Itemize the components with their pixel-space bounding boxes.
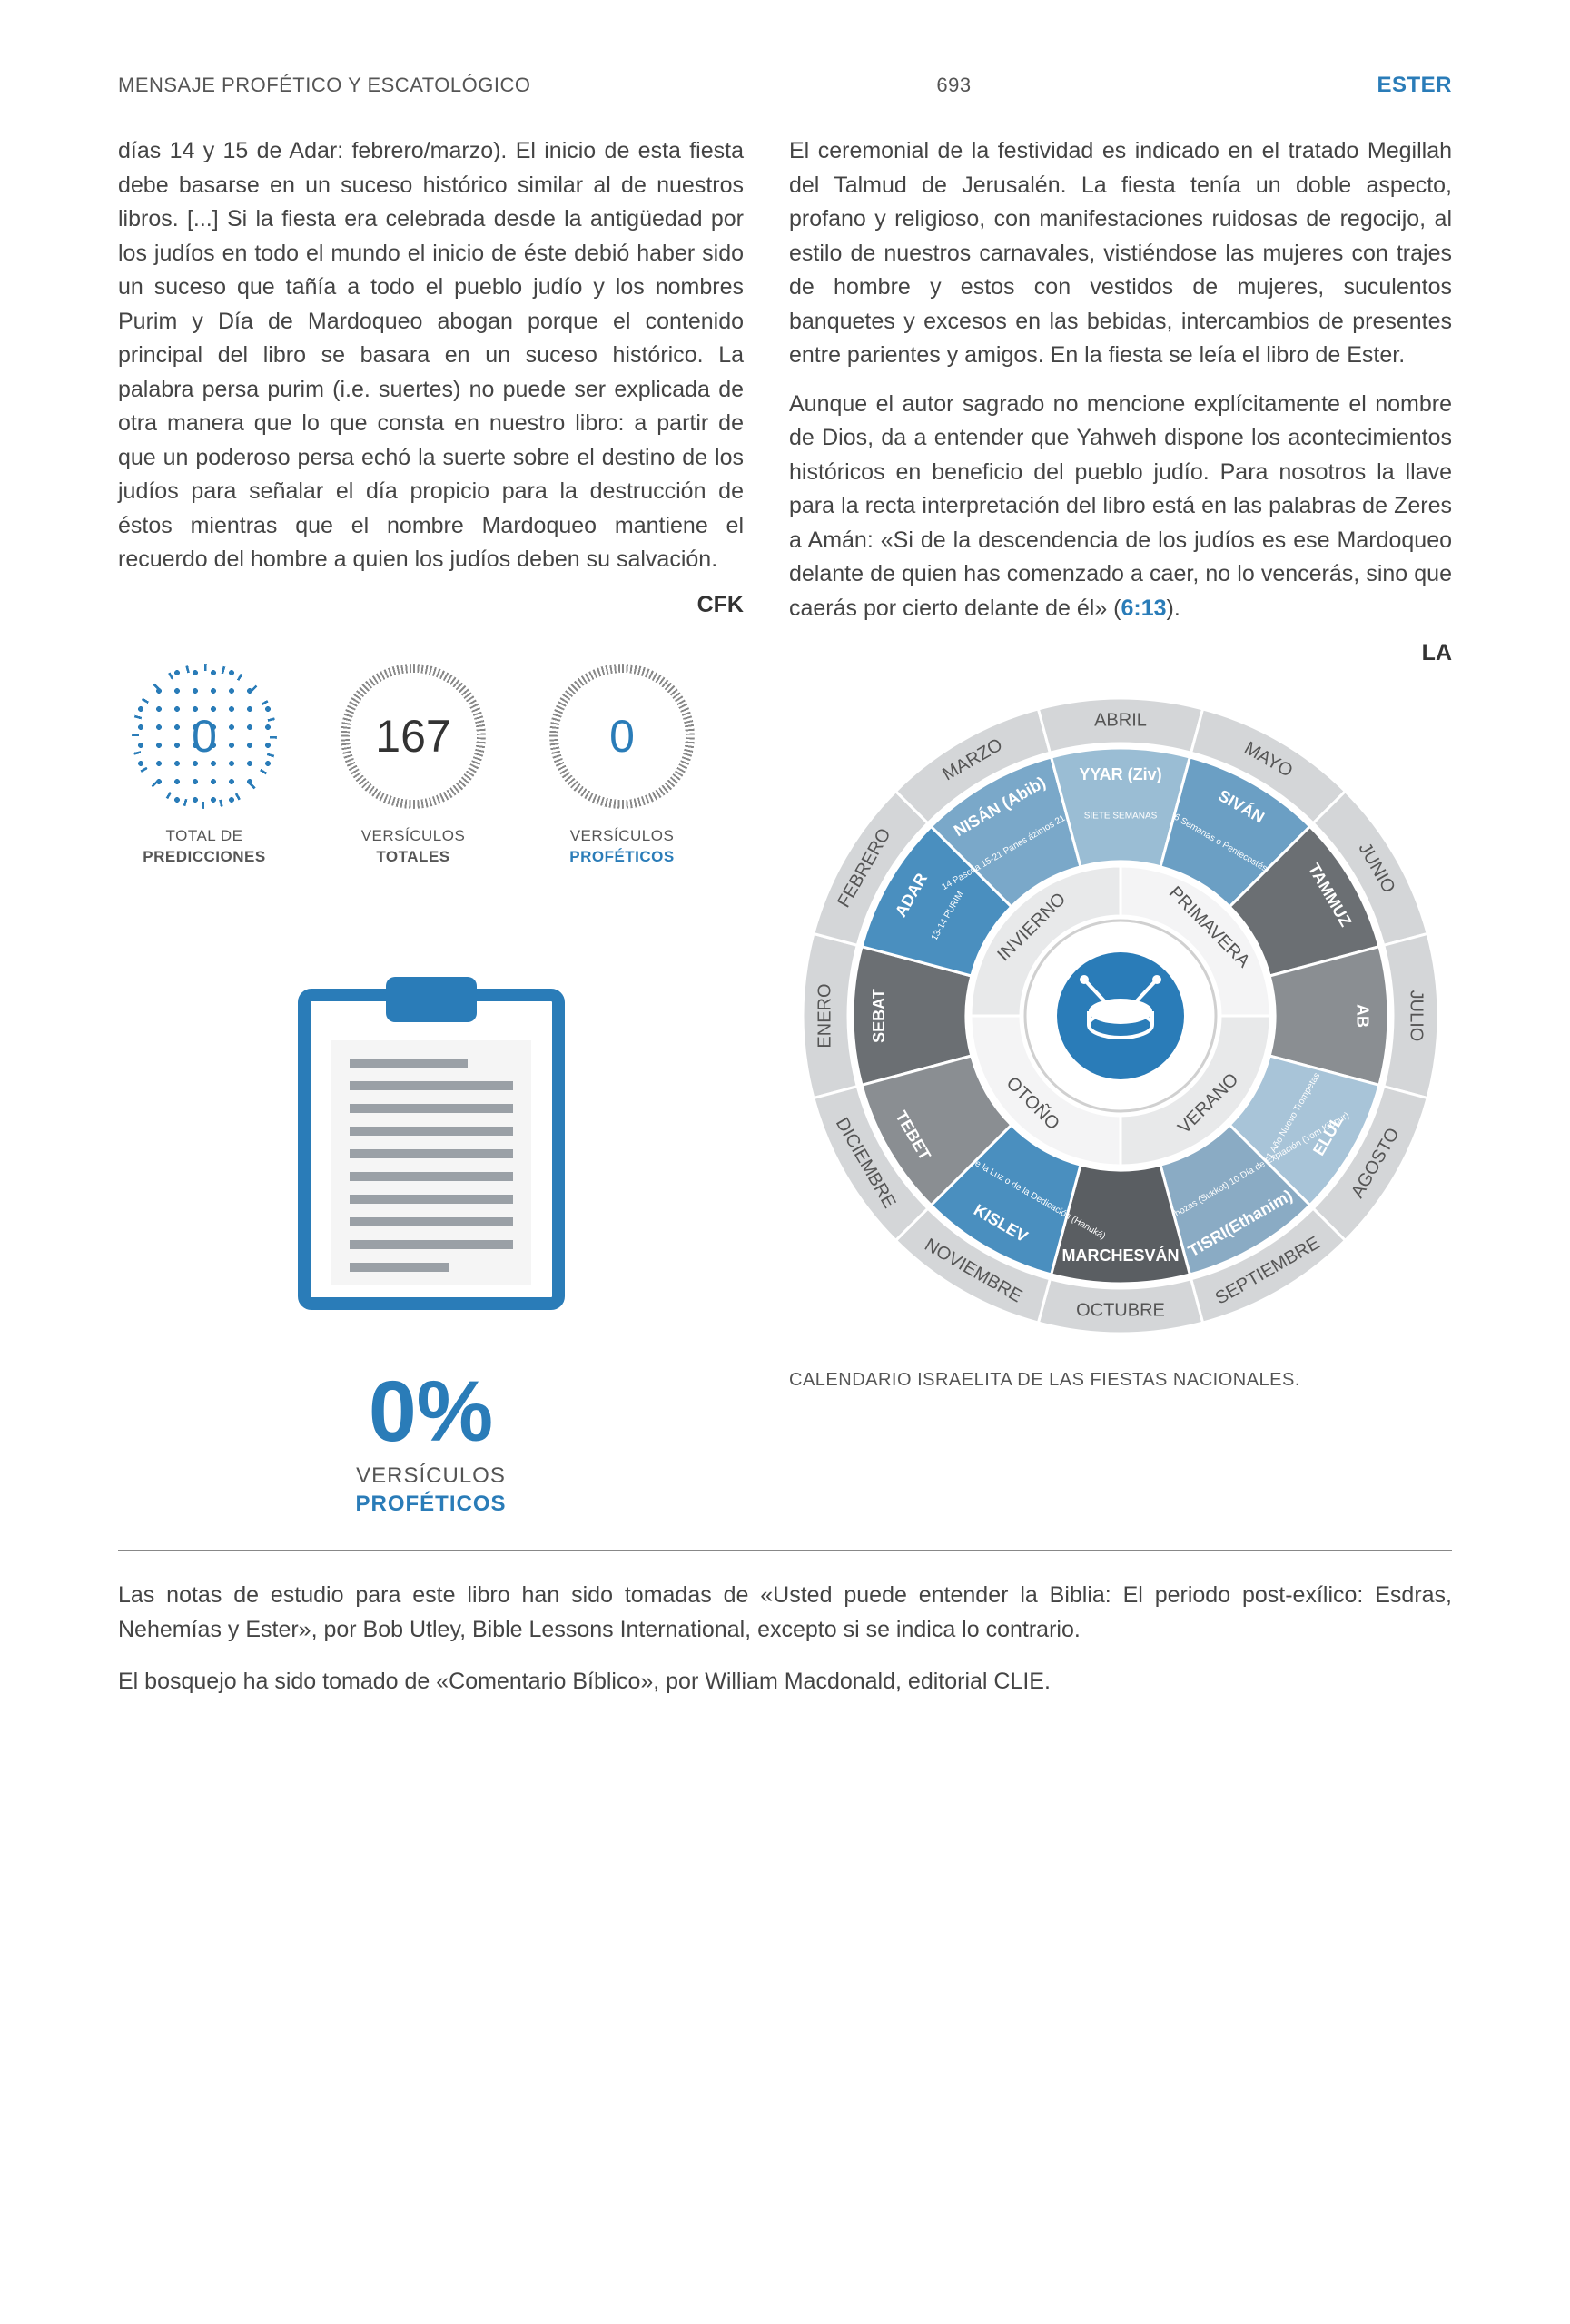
- stat-label-1: TOTAL DE PREDICCIONES: [118, 825, 291, 869]
- verse-ref: 6:13: [1121, 596, 1167, 621]
- page-number: 693: [936, 74, 971, 97]
- svg-text:ABRIL: ABRIL: [1094, 710, 1147, 730]
- svg-text:YYAR (Ziv): YYAR (Ziv): [1079, 765, 1161, 783]
- calendar-wheel: ENEROFEBREROMARZOABRILMAYOJUNIOJULIOAGOS…: [789, 684, 1452, 1391]
- right-signature: LA: [789, 640, 1452, 666]
- stats-row: 0 TOTAL DE PREDICCIONES 167 VERSÍCULOS T…: [118, 664, 744, 869]
- stat-value-3: 0: [609, 710, 635, 763]
- left-signature: CFK: [118, 592, 744, 618]
- right-column: El ceremonial de la festividad es indica…: [789, 134, 1452, 1518]
- left-paragraph: días 14 y 15 de Adar: febrero/marzo). El…: [118, 134, 744, 577]
- svg-text:ENERO: ENERO: [815, 983, 834, 1048]
- header-section: MENSAJE PROFÉTICO Y ESCATOLÓGICO: [118, 74, 530, 97]
- page-header: MENSAJE PROFÉTICO Y ESCATOLÓGICO 693 EST…: [118, 73, 1452, 98]
- stat-prophetic-verses: 0 VERSÍCULOS PROFÉTICOS: [536, 664, 708, 869]
- prophetic-pct-label: VERSÍCULOS PROFÉTICOS: [118, 1462, 744, 1518]
- svg-text:JULIO: JULIO: [1407, 990, 1427, 1042]
- stat-total-verses: 167 VERSÍCULOS TOTALES: [327, 664, 499, 869]
- text-columns: días 14 y 15 de Adar: febrero/marzo). El…: [118, 134, 1452, 1518]
- footnote-2: El bosquejo ha sido tomado de «Comentari…: [118, 1665, 1452, 1699]
- stat-value-1: 0: [192, 710, 217, 763]
- stat-label-2: VERSÍCULOS TOTALES: [327, 825, 499, 869]
- clipboard-icon: [286, 968, 577, 1313]
- separator-rule: [118, 1550, 1452, 1551]
- svg-text:SEBAT: SEBAT: [870, 989, 888, 1043]
- calendar-svg: ENEROFEBREROMARZOABRILMAYOJUNIOJULIOAGOS…: [789, 684, 1452, 1347]
- svg-text:AB: AB: [1353, 1004, 1371, 1028]
- stat-value-2: 167: [375, 710, 450, 763]
- stat-circle-1: 0: [132, 664, 277, 809]
- clipboard-infographic: 0% VERSÍCULOS PROFÉTICOS: [118, 968, 744, 1518]
- stat-label-3: VERSÍCULOS PROFÉTICOS: [536, 825, 708, 869]
- header-book: ESTER: [1377, 73, 1452, 98]
- prophetic-percentage: 0%: [118, 1363, 744, 1462]
- left-column: días 14 y 15 de Adar: febrero/marzo). El…: [118, 134, 744, 1518]
- stat-predictions: 0 TOTAL DE PREDICCIONES: [118, 664, 291, 869]
- right-paragraph-2: Aunque el autor sagrado no mencione expl…: [789, 388, 1452, 626]
- svg-text:MARCHESVÁN: MARCHESVÁN: [1061, 1246, 1179, 1265]
- stat-circle-3: 0: [549, 664, 695, 809]
- right-paragraph-1: El ceremonial de la festividad es indica…: [789, 134, 1452, 373]
- stat-circle-2: 167: [341, 664, 486, 809]
- calendar-caption: CALENDARIO ISRAELITA DE LAS FIESTAS NACI…: [789, 1370, 1452, 1391]
- footnote-1: Las notas de estudio para este libro han…: [118, 1579, 1452, 1647]
- svg-text:OCTUBRE: OCTUBRE: [1076, 1300, 1165, 1320]
- svg-text:SIETE SEMANAS: SIETE SEMANAS: [1084, 812, 1158, 822]
